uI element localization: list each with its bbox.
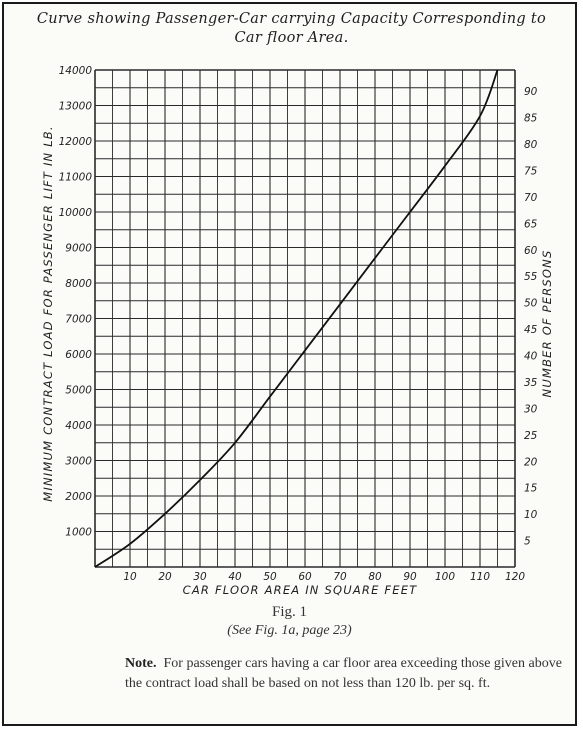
y2-tick-label: 70 <box>524 192 538 204</box>
y-tick-label: 10000 <box>59 207 93 219</box>
x-tick-label: 60 <box>298 571 312 583</box>
figure-number: Fig. 1 <box>271 604 307 620</box>
x-tick-label: 10 <box>123 571 137 583</box>
y2-tick-label: 75 <box>524 165 538 177</box>
y2-tick-label: 65 <box>524 218 538 230</box>
y-tick-label: 8000 <box>65 278 92 290</box>
y-tick-label: 12000 <box>59 136 93 148</box>
y2-tick-label: 10 <box>524 509 538 521</box>
chart: 10 20 30 40 50 60 70 80 90 100 110 120 1000 2000 3000 4… <box>41 65 554 597</box>
y2-tick-label: 60 <box>524 245 538 257</box>
y-axis-label: MINIMUM CONTRACT LOAD FOR PASSENGER LIFT… <box>41 125 55 502</box>
y2-tick-label: 45 <box>524 324 538 336</box>
chart-tick-labels: 10 20 30 40 50 60 70 80 90 100 110 120 1000 2000 3000 4… <box>59 65 538 583</box>
y2-tick-label: 20 <box>524 456 538 468</box>
y-tick-label: 9000 <box>65 243 92 255</box>
y-tick-label: 2000 <box>65 491 92 503</box>
note-label: Note. <box>125 656 157 671</box>
y2-tick-label: 50 <box>524 298 538 310</box>
chart-title: Curve showing Passenger-Car carrying Cap… <box>4 10 579 48</box>
x-tick-label: 50 <box>263 571 277 583</box>
y-tick-label: 7000 <box>65 314 92 326</box>
y2-tick-label: 80 <box>524 139 538 151</box>
y-tick-label: 14000 <box>59 65 93 77</box>
y-tick-label: 3000 <box>65 456 92 468</box>
y2-tick-label: 85 <box>524 113 538 125</box>
y-tick-label: 6000 <box>65 349 92 361</box>
figure-frame: Curve showing Passenger-Car carrying Cap… <box>2 2 577 726</box>
x-tick-label: 100 <box>435 571 455 583</box>
x-tick-label: 20 <box>158 571 172 583</box>
figure-reference: (See Fig. 1a, page 23) <box>227 623 352 638</box>
x-tick-label: 70 <box>333 571 347 583</box>
y2-axis-label: NUMBER OF PERSONS <box>540 250 554 398</box>
chart-axis-labels: CAR FLOOR AREA IN SQUARE FEET MINIMUM CON… <box>41 125 554 597</box>
x-tick-label: 120 <box>505 571 525 583</box>
y2-tick-label: 25 <box>524 430 538 442</box>
figure-note: Note. For passenger cars having a car fl… <box>125 654 565 694</box>
note-text: For passenger cars having a car floor ar… <box>125 656 562 691</box>
x-tick-label: 80 <box>368 571 382 583</box>
chart-grid <box>94 69 516 568</box>
y-tick-label: 1000 <box>65 527 92 539</box>
y2-tick-label: 35 <box>524 377 538 389</box>
y-tick-label: 11000 <box>59 172 93 184</box>
x-tick-label: 110 <box>470 571 490 583</box>
chart-series <box>94 69 499 568</box>
y-tick-label: 5000 <box>65 385 92 397</box>
x-tick-label: 40 <box>228 571 242 583</box>
x-tick-label: 90 <box>403 571 417 583</box>
y2-tick-label: 40 <box>524 351 538 363</box>
x-tick-label: 30 <box>193 571 207 583</box>
y2-tick-label: 55 <box>524 271 538 283</box>
x-axis-label: CAR FLOOR AREA IN SQUARE FEET <box>183 583 418 597</box>
chart-title-line-1: Curve showing Passenger-Car carrying Cap… <box>36 11 547 27</box>
y2-tick-label: 5 <box>524 536 531 548</box>
y-tick-label: 13000 <box>59 101 93 113</box>
y2-tick-label: 30 <box>524 403 538 415</box>
load-curve <box>94 69 499 568</box>
y2-tick-label: 90 <box>524 86 538 98</box>
y-tick-label: 4000 <box>65 420 92 432</box>
chart-title-line-2: Car floor Area. <box>234 30 349 46</box>
y2-tick-label: 15 <box>524 483 538 495</box>
